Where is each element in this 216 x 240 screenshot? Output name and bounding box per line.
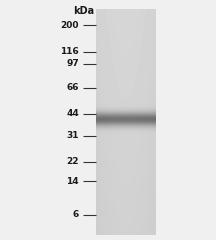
- Text: 6: 6: [73, 210, 79, 219]
- Text: 14: 14: [66, 177, 79, 186]
- Text: kDa: kDa: [73, 6, 94, 16]
- Bar: [156, 0, 216, 240]
- Text: 116: 116: [60, 47, 79, 56]
- Bar: [0, 0, 96, 240]
- Text: 22: 22: [66, 157, 79, 167]
- Text: 44: 44: [66, 109, 79, 119]
- Text: 200: 200: [60, 21, 79, 30]
- Text: 66: 66: [66, 83, 79, 92]
- Text: 31: 31: [66, 131, 79, 140]
- Text: 97: 97: [66, 59, 79, 68]
